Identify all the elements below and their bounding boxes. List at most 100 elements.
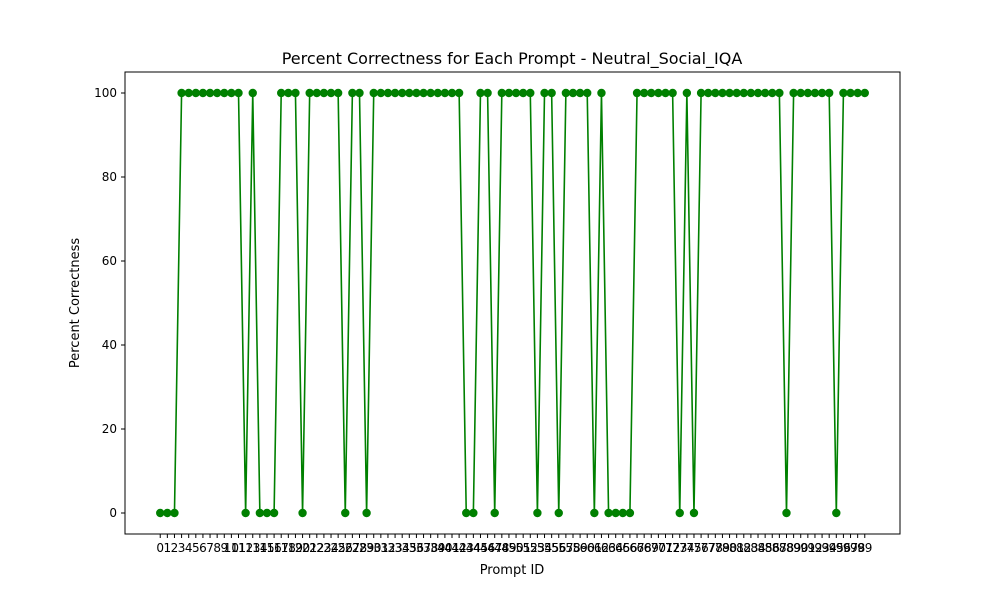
- x-tick-label: 14: [252, 541, 267, 555]
- data-point: [846, 88, 855, 98]
- data-point: [227, 88, 236, 98]
- x-tick-label: 17: [274, 541, 289, 555]
- x-tick-label: 31: [373, 541, 388, 555]
- x-tick-label: 66: [622, 541, 637, 555]
- x-tick-label: 22: [309, 541, 324, 555]
- data-point: [198, 88, 208, 98]
- y-tick-label: 80: [102, 170, 117, 184]
- data-point: [405, 88, 414, 98]
- series-line: [156, 88, 869, 518]
- x-tick-label: 5: [192, 541, 200, 555]
- data-point: [369, 88, 378, 98]
- data-point: [205, 88, 215, 98]
- data-point: [469, 508, 478, 518]
- x-tick-label: 57: [558, 541, 573, 555]
- data-point: [732, 88, 741, 98]
- x-tick-label: 36: [409, 541, 424, 555]
- x-tick-label: 43: [459, 541, 474, 555]
- data-point: [654, 88, 663, 98]
- data-point: [810, 88, 820, 98]
- x-tick-label: 82: [736, 541, 751, 555]
- x-tick-label: 86: [765, 541, 780, 555]
- x-tick-label: 37: [416, 541, 431, 555]
- x-tick-label: 20: [295, 541, 310, 555]
- x-tick-label: 95: [829, 541, 844, 555]
- y-tick-label: 60: [102, 254, 117, 268]
- x-tick-label: 63: [601, 541, 616, 555]
- data-point: [177, 88, 186, 98]
- data-point: [262, 508, 272, 518]
- data-point: [326, 88, 336, 98]
- x-tick-label: 51: [516, 541, 531, 555]
- x-tick-label: 25: [331, 541, 346, 555]
- x-tick-label: 52: [523, 541, 538, 555]
- y-axis-label: Percent Correctness: [68, 238, 83, 369]
- x-tick-label: 62: [594, 541, 609, 555]
- data-point: [753, 88, 763, 98]
- x-tick-label: 39: [430, 541, 445, 555]
- x-tick-label: 61: [587, 541, 602, 555]
- data-point: [483, 88, 492, 98]
- y-tick-label: 40: [102, 338, 117, 352]
- x-tick-label: 6: [199, 541, 207, 555]
- x-tick-label: 26: [338, 541, 353, 555]
- data-point: [860, 88, 869, 98]
- x-tick-label: 50: [508, 541, 523, 555]
- x-tick-label: 34: [395, 541, 410, 555]
- data-point: [689, 508, 699, 518]
- data-point: [397, 88, 407, 98]
- data-point: [490, 508, 499, 518]
- data-point: [341, 508, 350, 518]
- x-tick-label: 4: [185, 541, 193, 555]
- data-point: [504, 88, 514, 98]
- data-point: [597, 88, 606, 98]
- x-tick-label: 35: [402, 541, 417, 555]
- data-point: [362, 508, 371, 518]
- data-point: [212, 88, 222, 98]
- x-tick-label: 89: [786, 541, 801, 555]
- x-tick-label: 58: [565, 541, 580, 555]
- data-point: [547, 88, 556, 98]
- data-point: [454, 88, 464, 98]
- x-tick-label: 29: [359, 541, 374, 555]
- data-point: [526, 88, 535, 98]
- data-point: [348, 88, 357, 98]
- y-tick-label: 0: [109, 506, 117, 520]
- x-tick-label: 60: [580, 541, 595, 555]
- data-point: [775, 88, 784, 98]
- x-tick-label: 45: [473, 541, 488, 555]
- x-tick-label: 78: [708, 541, 723, 555]
- data-point: [376, 88, 386, 98]
- data-point: [241, 508, 250, 518]
- data-point: [419, 88, 428, 98]
- data-point: [220, 88, 229, 98]
- data-point: [768, 88, 777, 98]
- x-tick-label: 53: [530, 541, 545, 555]
- x-tick-label: 3: [178, 541, 186, 555]
- x-tick-label: 96: [836, 541, 851, 555]
- data-point: [561, 88, 571, 98]
- x-tick-label: 15: [259, 541, 274, 555]
- data-point: [540, 88, 549, 98]
- data-point: [704, 88, 713, 98]
- x-tick-label: 59: [572, 541, 587, 555]
- x-tick-label: 77: [701, 541, 716, 555]
- data-point: [682, 88, 692, 98]
- data-point: [462, 508, 471, 518]
- data-point: [319, 88, 329, 98]
- data-point: [333, 88, 343, 98]
- x-tick-label: 65: [615, 541, 630, 555]
- x-tick-label: 48: [494, 541, 509, 555]
- data-point: [796, 88, 805, 98]
- x-axis: 0 1 2 3 4 5 6 7 8 9101112131415161718192021222324…: [156, 534, 872, 555]
- x-tick-label: 75: [686, 541, 701, 555]
- x-tick-label: 93: [814, 541, 829, 555]
- data-point: [440, 88, 450, 98]
- x-tick-label: 92: [807, 541, 822, 555]
- data-point: [725, 88, 734, 98]
- data-point: [625, 508, 635, 518]
- data-point: [824, 88, 834, 98]
- data-point: [839, 88, 848, 98]
- data-point: [696, 88, 706, 98]
